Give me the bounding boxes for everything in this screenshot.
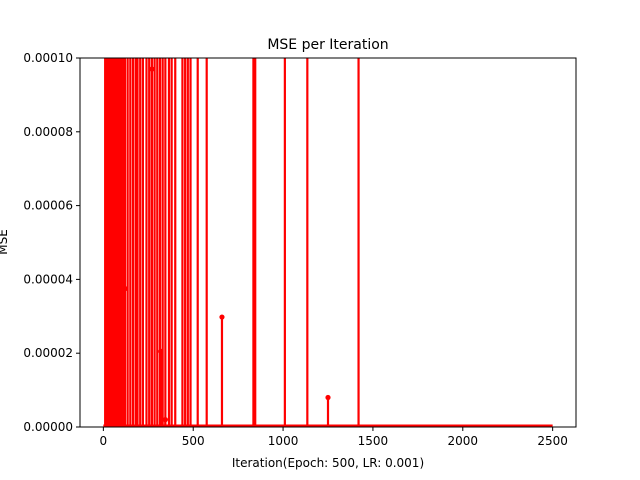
y-tick-label: 0.00008 [23, 125, 73, 139]
x-axis-label: Iteration(Epoch: 500, LR: 0.001) [232, 456, 424, 470]
y-tick-label: 0.00000 [23, 420, 73, 434]
series-point [158, 348, 164, 354]
series-point [219, 314, 225, 320]
y-tick-label: 0.00010 [23, 51, 73, 65]
chart-title: MSE per Iteration [267, 37, 388, 53]
x-tick-label: 500 [182, 434, 205, 448]
x-tick-label: 1000 [268, 434, 299, 448]
x-tick-label: 2500 [537, 434, 568, 448]
y-axis-ticks: 0.00000 0.00002 0.00004 0.00006 0.00008 0.000… [23, 51, 80, 434]
series-point [149, 66, 155, 72]
x-tick-label: 0 [100, 434, 108, 448]
plot-frame [79, 57, 577, 428]
x-axis-ticks: 0 500 1000 1500 2000 2500 [100, 427, 568, 448]
series-point [325, 394, 331, 401]
series-point [122, 286, 128, 292]
x-tick-label: 1500 [358, 434, 389, 448]
y-tick-label: 0.00006 [23, 199, 73, 213]
y-tick-label: 0.00004 [23, 272, 73, 286]
y-axis-label: MSE [0, 229, 10, 255]
series-layer [103, 58, 553, 427]
y-tick-label: 0.00002 [23, 346, 73, 360]
x-tick-label: 2000 [448, 434, 479, 448]
series-point [162, 417, 168, 423]
